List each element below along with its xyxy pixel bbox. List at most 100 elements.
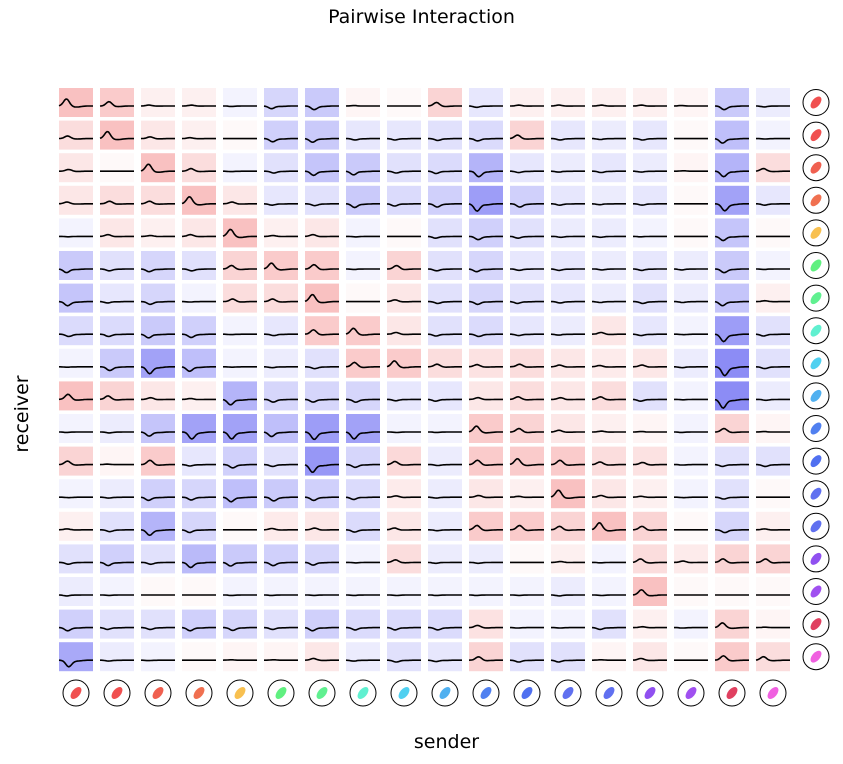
cell-r2-s13 [592, 153, 626, 183]
response-curve-r6-s10 [468, 300, 503, 306]
cell-r8-s3 [182, 348, 216, 378]
cell-r13-s0 [59, 511, 93, 541]
response-curve-r8-s1 [100, 366, 134, 372]
cell-r6-s14 [633, 283, 667, 313]
sender-neuron-icon-5 [267, 679, 295, 707]
response-curve-r4-s2 [141, 234, 175, 238]
sender-neuron-icon-14 [636, 679, 664, 707]
response-curve-r13-s14 [632, 525, 667, 532]
cell-r1-s6 [305, 120, 339, 150]
cell-r2-s6 [305, 153, 339, 183]
response-curve-r12-s7 [345, 496, 380, 501]
cell-r13-s14 [633, 511, 667, 541]
response-curve-r11-s14 [632, 461, 667, 466]
cell-r2-s0 [59, 153, 93, 183]
response-curve-r7-s16 [714, 333, 749, 343]
response-curve-r1-s8 [386, 137, 421, 141]
response-curve-r3-s11 [510, 203, 544, 208]
response-curve-r10-s16 [714, 427, 749, 434]
response-curve-r17-s8 [387, 659, 421, 663]
cell-r8-s13 [592, 348, 626, 378]
response-curve-r12-s8 [386, 495, 421, 499]
cell-r16-s3 [182, 609, 216, 639]
response-curve-r2-s16 [714, 170, 749, 178]
cell-r10-s0 [59, 414, 93, 443]
response-curve-r16-s1 [99, 626, 134, 631]
cell-r8-s15 [674, 348, 708, 378]
cell-r1-s7 [346, 120, 380, 150]
response-curve-r10-s2 [140, 431, 175, 437]
response-curve-r0-s11 [510, 104, 544, 107]
cell-r6-s9 [428, 283, 462, 313]
sender-neuron-icon-7 [349, 679, 377, 707]
response-curve-r16-s14 [633, 625, 667, 629]
response-curve-r12-s12 [550, 489, 585, 499]
response-curve-r11-s1 [99, 463, 134, 466]
response-curve-r12-s16 [714, 496, 749, 500]
response-curve-r17-s14 [633, 657, 667, 662]
cell-r14-s17 [756, 544, 790, 574]
response-curve-r1-s0 [59, 135, 93, 140]
response-curve-r3-s10 [468, 203, 503, 212]
cell-r8-s5 [264, 348, 298, 378]
cell-r0-s15 [674, 88, 708, 117]
sender-neuron-icon-6 [308, 679, 336, 707]
response-curve-r9-s9 [427, 398, 462, 403]
cell-r12-s6 [305, 479, 339, 509]
cell-r1-s8 [387, 120, 421, 150]
cell-r7-s11 [510, 316, 544, 346]
response-curve-r13-s1 [100, 529, 134, 533]
cell-r14-s8 [387, 544, 421, 574]
cell-r2-s10 [469, 153, 503, 183]
response-curve-r11-s8 [386, 460, 421, 466]
cell-r14-s16 [715, 544, 749, 574]
response-curve-r9-s10 [468, 396, 503, 401]
cell-r15-s5 [264, 577, 298, 606]
cell-r5-s4 [223, 251, 257, 280]
cell-r0-s0 [59, 88, 93, 117]
sender-neuron-icon-2 [144, 679, 172, 707]
cell-r16-s11 [510, 609, 544, 639]
response-curve-r0-s5 [263, 105, 298, 110]
cell-r14-s3 [182, 544, 216, 574]
response-curve-r9-s14 [632, 398, 667, 403]
response-curve-r15-s13 [592, 594, 626, 597]
cell-r17-s4 [223, 642, 257, 672]
response-curve-r11-s17 [756, 463, 790, 468]
response-curve-r14-s10 [469, 561, 503, 565]
cell-r5-s1 [100, 251, 134, 280]
cell-r13-s17 [756, 511, 790, 541]
response-curve-r16-s6 [304, 626, 339, 632]
response-curve-r14-s2 [141, 561, 175, 566]
response-curve-r2-s8 [387, 170, 421, 174]
response-curve-r7-s5 [264, 333, 298, 337]
cell-r9-s8 [387, 381, 421, 411]
cell-r5-s17 [756, 251, 790, 280]
cell-r1-s0 [59, 120, 93, 150]
cell-r16-s7 [346, 609, 380, 639]
cell-r2-s5 [264, 153, 298, 183]
response-curve-r12-s0 [59, 496, 93, 499]
cell-r13-s7 [346, 511, 380, 541]
cell-r3-s16 [715, 185, 749, 215]
cell-r13-s16 [715, 511, 749, 541]
response-curve-r10-s4 [222, 431, 257, 440]
response-curve-r9-s7 [346, 398, 380, 404]
response-curve-r7-s9 [427, 333, 462, 337]
response-curve-r14-s16 [714, 558, 749, 564]
cell-r7-s12 [551, 316, 585, 346]
cell-r14-s2 [141, 544, 175, 574]
cell-r11-s13 [592, 446, 626, 476]
cell-r9-s13 [592, 381, 626, 411]
cell-r1-s15 [674, 120, 708, 150]
response-curve-r7-s12 [550, 333, 585, 336]
response-curve-r4-s13 [592, 235, 626, 239]
receiver-neuron-icon-11 [802, 447, 830, 475]
cell-r10-s13 [592, 414, 626, 443]
response-curve-r1-s7 [346, 137, 380, 141]
sender-neuron-icon-3 [185, 679, 213, 707]
response-curve-r10-s14 [633, 430, 667, 433]
cell-r9-s1 [100, 381, 134, 411]
cell-r0-s16 [715, 88, 749, 117]
cell-r4-s14 [633, 218, 667, 248]
